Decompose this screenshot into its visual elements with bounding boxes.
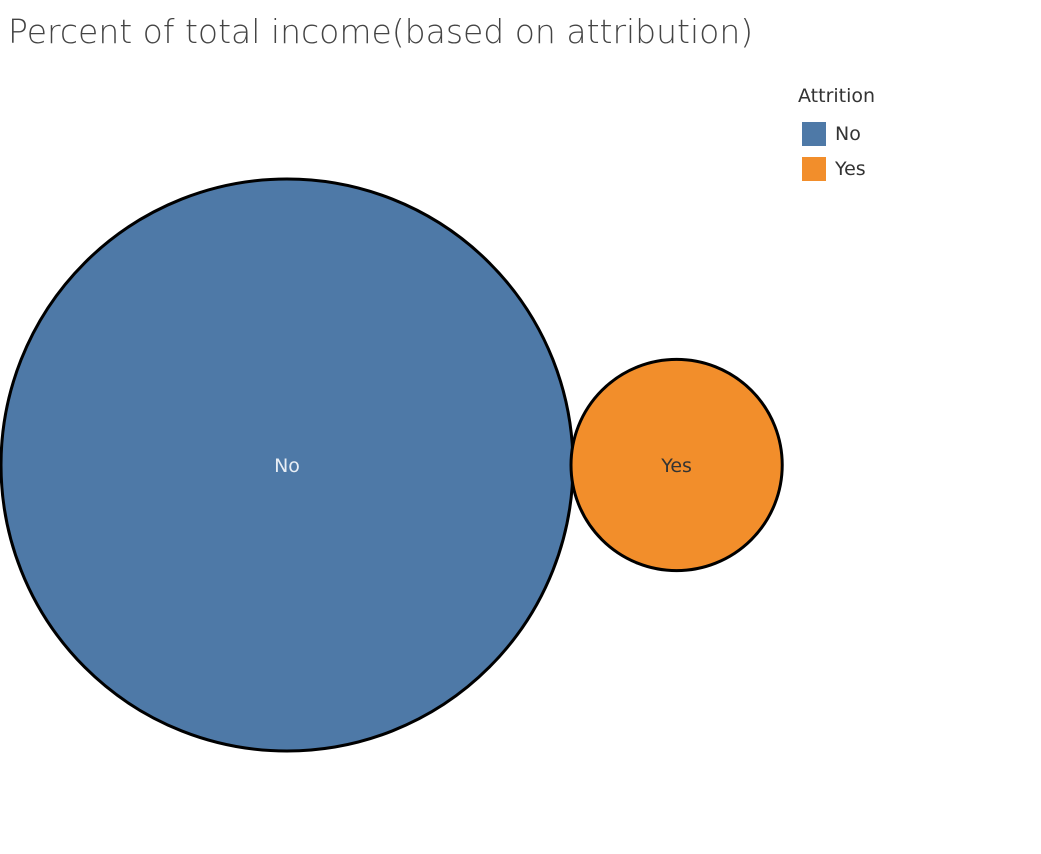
bubble-label-yes: Yes	[660, 455, 692, 477]
chart-title: Percent of total income(based on attribu…	[8, 12, 754, 51]
legend-title: Attrition	[798, 85, 876, 107]
legend-item-no[interactable]: No	[798, 116, 998, 151]
legend-swatch-yes	[802, 156, 826, 181]
legend-swatch-no	[802, 121, 826, 146]
legend: Attrition No Yes	[798, 84, 998, 186]
legend-label-no: No	[835, 122, 861, 145]
bubble-yes[interactable]	[569, 357, 784, 573]
legend-label-yes: Yes	[835, 157, 866, 180]
bubble-label-no: No	[274, 455, 300, 477]
legend-item-yes[interactable]: Yes	[798, 151, 998, 186]
